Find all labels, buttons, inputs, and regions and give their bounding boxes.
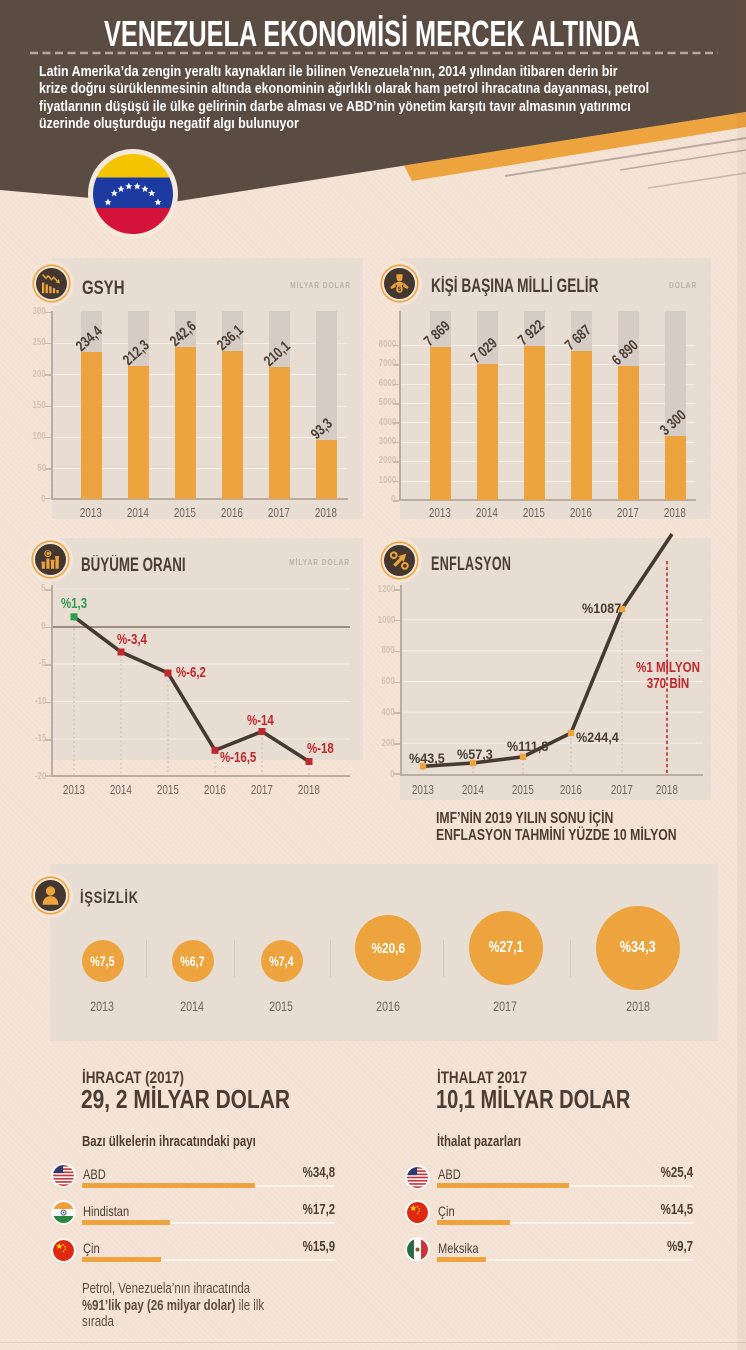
svg-text:$: $ bbox=[397, 286, 401, 292]
svg-text:C: C bbox=[45, 551, 50, 558]
